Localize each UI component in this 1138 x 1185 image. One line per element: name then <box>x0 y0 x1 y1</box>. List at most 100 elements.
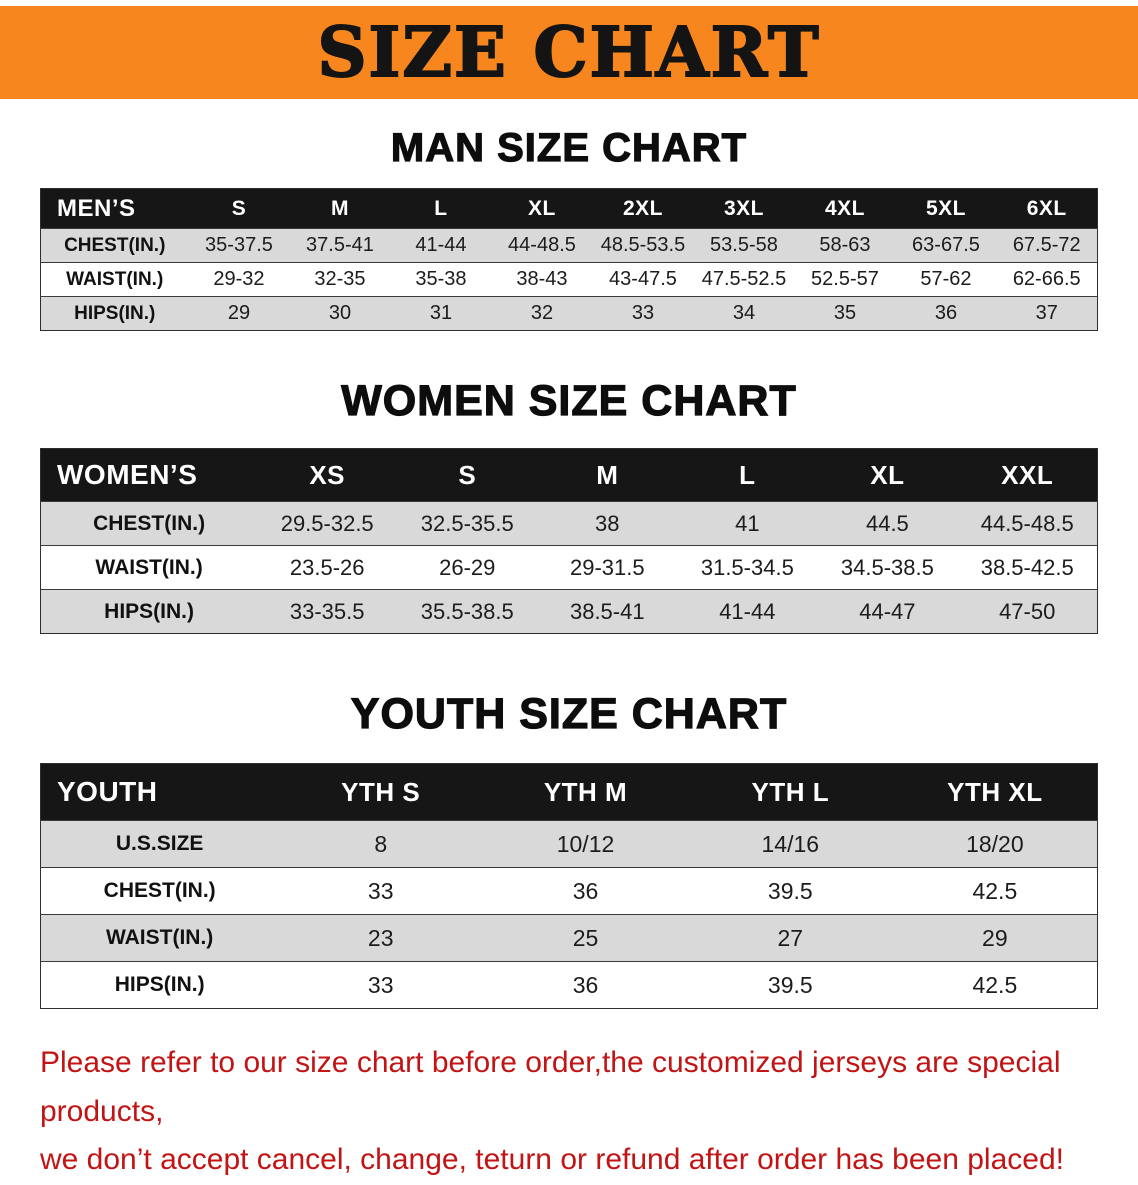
value-cell: 39.5 <box>767 971 813 998</box>
row-label-cell: WAIST(IN.) <box>95 555 203 579</box>
measurement-row: HIPS(IN.) 33-35.5 35.5-38.5 38.5-41 41-44 44-… <box>40 589 1098 634</box>
value-cell: 33 <box>367 971 394 998</box>
size-column-header-cell: 4XL <box>824 196 865 220</box>
value-cell: 34.5-38.5 <box>840 554 934 580</box>
men-section-heading: MAN SIZE CHART <box>390 125 748 170</box>
page-title: SIZE CHART <box>316 12 821 94</box>
table-header-row: MEN’S S M L XL 2XL 3XL 4XL 5XL 6XL <box>40 188 1098 229</box>
value-cell: 37 <box>1035 302 1058 324</box>
value-cell: 36 <box>934 302 958 324</box>
size-column-header-cell: XL <box>870 459 905 490</box>
measurement-row: HIPS(IN.) 29 30 31 32 33 34 35 36 37 <box>40 296 1098 331</box>
table-title-cell: MEN’S <box>57 194 136 222</box>
value-cell: 38 <box>595 510 620 536</box>
value-cell: 35.5-38.5 <box>420 598 514 624</box>
size-column-header-cell: L <box>739 459 756 490</box>
size-column-header-cell: XS <box>309 459 346 490</box>
value-cell: 42.5 <box>972 877 1018 904</box>
value-cell: 41-44 <box>719 598 776 624</box>
footer-notice: Please refer to our size chart before or… <box>40 1039 1098 1185</box>
measurement-row: CHEST(IN.) 29.5-32.5 32.5-35.5 38 41 44.5 44.5… <box>40 501 1098 546</box>
value-cell: 30 <box>328 302 352 324</box>
row-label-cell: U.S.SIZE <box>115 832 204 855</box>
value-cell: 57-62 <box>920 268 972 290</box>
value-cell: 8 <box>374 830 388 857</box>
youth-section-heading: YOUTH SIZE CHART <box>350 689 788 738</box>
value-cell: 53.5-58 <box>710 234 778 256</box>
size-column-header-cell: 6XL <box>1026 196 1067 220</box>
footer-notice-line1: Please refer to our size chart before or… <box>40 1046 1061 1128</box>
youth-size-table: YOUTH YTH S YTH M YTH L YTH XL U.S.SIZE 8 10/12… <box>40 763 1098 1009</box>
table-header-row: WOMEN’S XS S M L XL XXL <box>40 448 1098 502</box>
women-size-table: WOMEN’S XS S M L XL XXL CHEST(IN.) 29.5-32.5 32.5… <box>40 448 1098 634</box>
value-cell: 29-31.5 <box>569 554 645 580</box>
row-label-cell: WAIST(IN.) <box>105 926 214 949</box>
value-cell: 33-35.5 <box>289 598 365 624</box>
size-column-header-cell: XXL <box>1001 459 1054 490</box>
value-cell: 34 <box>732 302 756 324</box>
value-cell: 32 <box>530 302 554 324</box>
value-cell: 33 <box>367 877 394 904</box>
men-size-table: MEN’S S M L XL 2XL 3XL 4XL 5XL 6XL CHEST(IN.) 35-37… <box>40 188 1098 331</box>
size-column-header-cell: YTH M <box>543 776 628 807</box>
value-cell: 29 <box>227 302 251 324</box>
table-header-row: YOUTH YTH S YTH M YTH L YTH XL <box>40 763 1098 821</box>
value-cell: 14/16 <box>761 830 820 857</box>
row-label-cell: WAIST(IN.) <box>66 268 164 290</box>
women-size-section: WOMEN SIZE CHART WOMEN’S XS S M L XL XXL CHEST(… <box>0 376 1138 634</box>
youth-size-section: YOUTH SIZE CHART YOUTH YTH S YTH M YTH L YTH… <box>0 689 1138 1009</box>
value-cell: 37.5-41 <box>306 234 374 256</box>
size-column-header-cell: S <box>458 459 477 490</box>
size-column-header-cell: M <box>596 459 619 490</box>
measurement-row: WAIST(IN.) 23.5-26 26-29 29-31.5 31.5-34.5 34… <box>40 545 1098 590</box>
value-cell: 48.5-53.5 <box>600 234 686 256</box>
value-cell: 41 <box>735 510 760 536</box>
measurement-row: CHEST(IN.) 33 36 39.5 42.5 <box>40 867 1098 915</box>
value-cell: 10/12 <box>556 830 615 857</box>
value-cell: 36 <box>572 971 599 998</box>
value-cell: 41-44 <box>415 234 467 256</box>
size-column-header-cell: YTH L <box>751 776 830 807</box>
women-section-heading: WOMEN SIZE CHART <box>341 376 797 425</box>
measurement-row: CHEST(IN.) 35-37.5 37.5-41 41-44 44-48.5 48.5… <box>40 228 1098 263</box>
size-column-header-cell: M <box>330 196 349 220</box>
value-cell: 35 <box>833 302 857 324</box>
row-label-cell: HIPS(IN.) <box>104 599 194 623</box>
size-column-header-cell: YTH S <box>341 776 421 807</box>
value-cell: 43-47.5 <box>609 268 677 290</box>
row-label-cell: CHEST(IN.) <box>93 511 206 535</box>
banner: SIZE CHART <box>0 6 1138 99</box>
men-size-section: MAN SIZE CHART MEN’S S M L XL 2XL 3XL 4XL 5XL 6XL… <box>0 125 1138 331</box>
value-cell: 32-35 <box>314 268 366 290</box>
row-label-cell: CHEST(IN.) <box>103 879 216 902</box>
size-column-header-cell: YTH XL <box>947 776 1043 807</box>
value-cell: 29.5-32.5 <box>280 510 374 536</box>
value-cell: 26-29 <box>439 554 496 580</box>
value-cell: 42.5 <box>972 971 1018 998</box>
value-cell: 23.5-26 <box>289 554 365 580</box>
value-cell: 67.5-72 <box>1012 234 1081 256</box>
measurement-row: WAIST(IN.) 23 25 27 29 <box>40 914 1098 962</box>
size-column-header-cell: 2XL <box>622 196 663 220</box>
row-label-cell: CHEST(IN.) <box>64 234 166 256</box>
value-cell: 52.5-57 <box>811 268 879 290</box>
size-column-header-cell: 3XL <box>723 196 764 220</box>
value-cell: 44-47 <box>859 598 916 624</box>
value-cell: 36 <box>572 877 599 904</box>
row-label-cell: HIPS(IN.) <box>74 302 156 324</box>
value-cell: 62-66.5 <box>1012 268 1081 290</box>
value-cell: 63-67.5 <box>912 234 980 256</box>
table-title-cell: WOMEN’S <box>57 459 198 490</box>
row-label-cell: HIPS(IN.) <box>114 973 205 996</box>
value-cell: 31 <box>429 302 453 324</box>
value-cell: 29 <box>982 924 1008 951</box>
measurement-row: WAIST(IN.) 29-32 32-35 35-38 38-43 43-47.5 47.… <box>40 262 1098 297</box>
value-cell: 18/20 <box>966 830 1024 857</box>
value-cell: 58-63 <box>819 234 871 256</box>
value-cell: 29-32 <box>213 268 265 290</box>
value-cell: 32.5-35.5 <box>420 510 514 536</box>
value-cell: 44-48.5 <box>508 234 576 256</box>
size-chart-page: SIZE CHART MAN SIZE CHART MEN’S S M L XL 2XL 3… <box>0 6 1138 1185</box>
value-cell: 44.5 <box>865 510 909 536</box>
size-column-header-cell: L <box>434 196 448 220</box>
